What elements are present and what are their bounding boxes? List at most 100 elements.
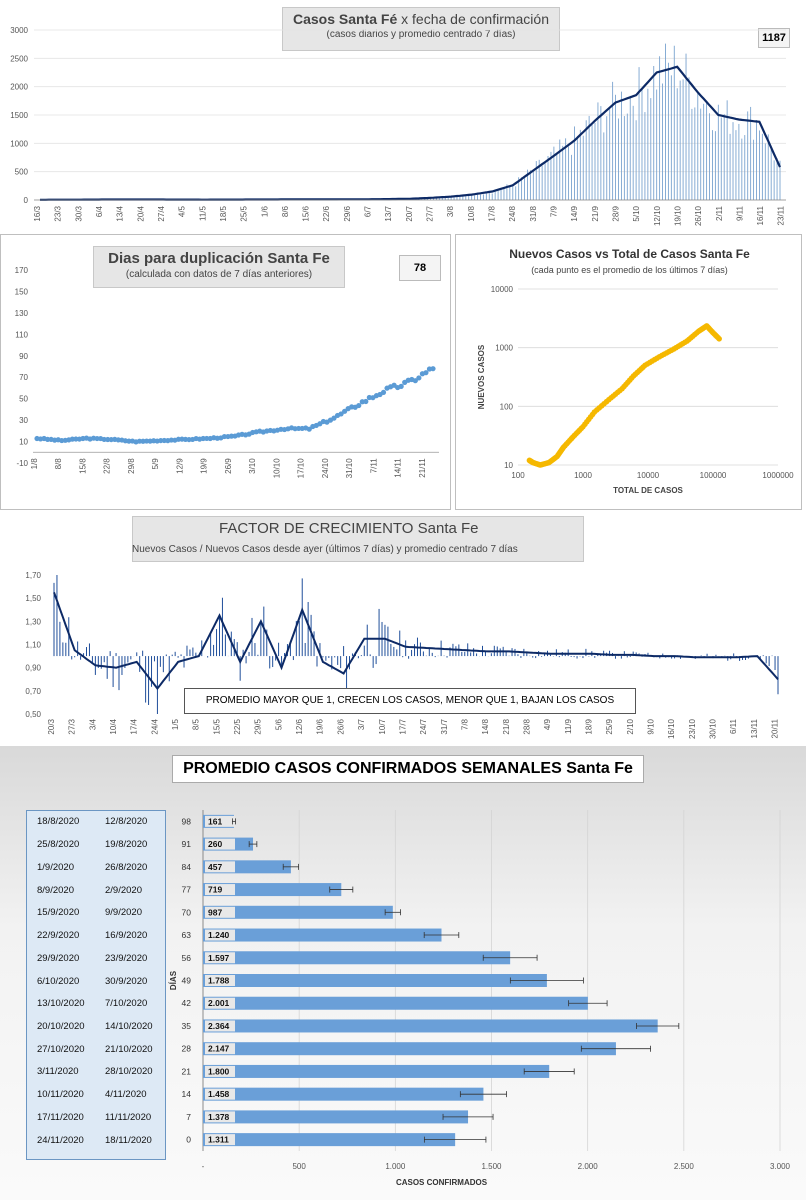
daily-cases-badge: 1187 — [758, 28, 790, 48]
doubling-point — [380, 389, 387, 396]
x-tick-label: 16/11 — [756, 205, 765, 225]
y-tick-label: 1,10 — [25, 641, 41, 650]
x-tick-label: 18/9 — [584, 718, 593, 734]
weekly-bar — [203, 951, 511, 965]
x-tick-label: 9/11 — [735, 205, 744, 221]
x-tick-label: 1.000 — [385, 1162, 406, 1171]
days-label: 0 — [186, 1135, 191, 1145]
daily-cases-plot: 0 500 1000 1500 2000 2500 3000 16/3 23/3 30/3 6/4 1… — [10, 26, 786, 226]
x-tick-label: 26/6 — [336, 718, 345, 734]
bar-label-bg — [205, 1065, 235, 1077]
doubling-subtitle: (calculada con datos de 7 días anteriore… — [125, 269, 313, 280]
weekly-bar — [203, 883, 342, 897]
y-tick-label: 50 — [19, 395, 28, 404]
y-tick-label: 10 — [504, 461, 513, 470]
y-tick-label: 1000 — [10, 139, 28, 148]
x-tick-label: 29/6 — [343, 205, 352, 221]
x-tick-label: 27/7 — [426, 205, 435, 221]
x-tick-label: 22/5 — [233, 718, 242, 734]
days-label: 35 — [182, 1021, 192, 1031]
growth-title-main: FACTOR DE CRECIMIENTO — [219, 520, 414, 537]
bar-value-label: 1.597 — [208, 953, 230, 963]
bar-value-label: 987 — [208, 907, 222, 917]
x-tick-label: 1/8 — [30, 458, 39, 470]
week-end-date: 17/11/2020 — [37, 1111, 84, 1123]
bar-label-bg — [205, 815, 235, 827]
x-axis-label: CASOS CONFIRMADOS — [396, 1178, 488, 1187]
x-tick-label: 31/10 — [345, 458, 354, 479]
x-tick-label: 30/10 — [709, 718, 718, 739]
bar-value-label: 1.311 — [208, 1135, 229, 1145]
x-tick-label: 6/11 — [729, 718, 738, 734]
week-end-date: 18/8/2020 — [37, 816, 80, 828]
bar-label-bg — [205, 1043, 235, 1055]
y-tick-label: 150 — [15, 287, 29, 296]
x-tick-label: 22/6 — [322, 205, 331, 221]
bar-label-bg — [205, 952, 235, 964]
growth-title-tail: Santa Fe — [413, 520, 479, 537]
x-tick-label: 5/9 — [151, 458, 160, 470]
x-tick-label: 17/4 — [130, 718, 139, 734]
week-end-date: 1/9/2020 — [37, 861, 74, 873]
x-tick-label: - — [202, 1162, 205, 1171]
week-start-date: 18/11/2020 — [105, 1134, 152, 1146]
bar-value-label: 719 — [208, 885, 222, 895]
y-tick-label: -10 — [16, 459, 28, 468]
doubling-point — [363, 398, 369, 405]
bar-value-label: 2.001 — [208, 998, 230, 1008]
x-tick-label: 17/10 — [297, 458, 306, 479]
weekly-title: PROMEDIO CASOS CONFIRMADOS SEMANALES San… — [172, 755, 644, 783]
doubling-point — [430, 366, 436, 372]
weekly-bar — [203, 1064, 550, 1078]
bar-value-label: 2.147 — [208, 1044, 230, 1054]
bar-value-label: 161 — [208, 816, 222, 826]
bar-value-label: 260 — [208, 839, 222, 849]
x-tick-label: 25/5 — [240, 205, 249, 221]
bar-label-bg — [205, 884, 235, 896]
week-end-date: 22/9/2020 — [37, 930, 80, 941]
x-tick-label: 21/11 — [418, 458, 427, 478]
x-tick-label: 1.500 — [481, 1162, 502, 1171]
x-tick-label: 3/8 — [446, 205, 455, 217]
x-tick-label: 14/11 — [394, 458, 403, 478]
week-start-date: 11/11/2020 — [105, 1111, 152, 1123]
y-tick-label: 2000 — [10, 83, 28, 92]
x-tick-label: 6/7 — [364, 205, 373, 217]
x-tick-label: 13/7 — [384, 205, 393, 221]
x-tick-label: 21/8 — [502, 718, 511, 734]
bar-label-bg — [205, 838, 235, 850]
doubling-point — [412, 378, 418, 384]
x-tick-label: 17/8 — [488, 205, 497, 221]
week-end-date: 24/11/2020 — [37, 1134, 84, 1146]
x-tick-label: 14/9 — [570, 205, 579, 221]
x-tick-label: 24/8 — [508, 205, 517, 221]
x-tick-label: 11/5 — [198, 205, 207, 221]
bar-value-label: 457 — [208, 862, 222, 872]
growth-annotation: PROMEDIO MAYOR QUE 1, CRECEN LOS CASOS, … — [184, 688, 636, 714]
bar-value-label: 1.800 — [208, 1066, 230, 1076]
x-tick-label: 26/10 — [694, 205, 703, 226]
y-tick-label: 0,90 — [25, 664, 41, 673]
x-tick-label: 15/6 — [302, 205, 311, 221]
y-axis-label: NUEVOS CASOS — [477, 344, 486, 409]
week-end-date: 20/10/2020 — [37, 1021, 85, 1032]
x-tick-label: 25/9 — [605, 718, 614, 734]
x-tick-label: 27/3 — [68, 718, 77, 734]
x-tick-label: 10/7 — [378, 718, 387, 734]
y-tick-label: 1500 — [10, 111, 28, 120]
days-label: 91 — [182, 839, 192, 849]
daily-cases-title-box: Casos Santa Fé x fecha de confirmación (… — [282, 7, 560, 51]
x-tick-label: 31/7 — [440, 718, 449, 734]
x-tick-label: 28/9 — [611, 205, 620, 221]
y-tick-label: 500 — [15, 168, 29, 177]
week-start-date: 21/10/2020 — [105, 1043, 153, 1055]
week-start-date: 7/10/2020 — [105, 998, 148, 1010]
days-label: 28 — [182, 1044, 192, 1054]
x-tick-label: 12/6 — [295, 718, 304, 734]
y-tick-label: 110 — [15, 330, 28, 339]
x-tick-label: 29/5 — [254, 718, 263, 734]
bar-label-bg — [205, 906, 235, 918]
x-tick-label: 29/8 — [127, 458, 136, 474]
y-tick-label: 1,30 — [25, 617, 41, 626]
y-tick-label: 1,70 — [25, 571, 41, 580]
